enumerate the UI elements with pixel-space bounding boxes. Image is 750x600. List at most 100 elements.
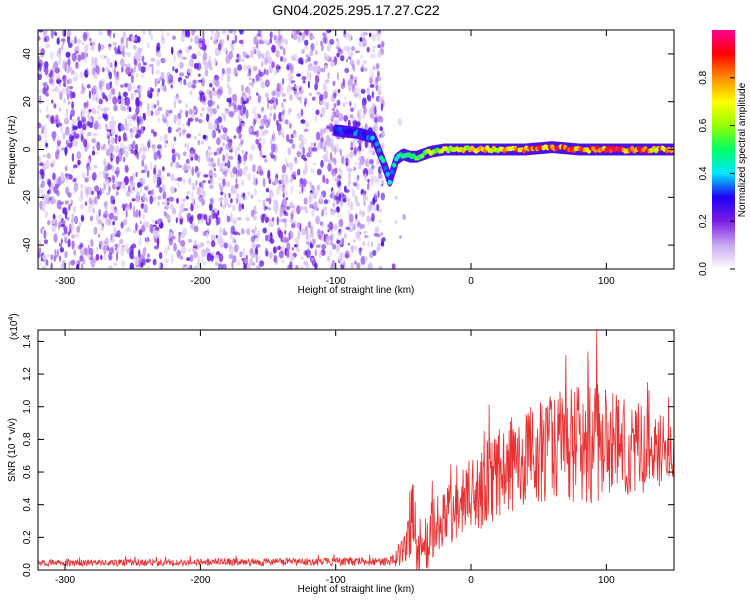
spectrogram-noise-cell bbox=[107, 138, 111, 146]
spectrogram-noise-cell bbox=[252, 174, 256, 179]
y-tick-label: 1.4 bbox=[22, 334, 33, 348]
spectrogram-noise-cell bbox=[267, 100, 271, 104]
spectrogram-noise-cell bbox=[230, 225, 236, 235]
spectrogram-noise-cell bbox=[345, 226, 350, 230]
spectrogram-noise-cell bbox=[302, 206, 308, 211]
spectrogram-noise-cell bbox=[331, 143, 335, 153]
y-tick-label: 0.6 bbox=[22, 465, 33, 479]
spectrogram-noise-cell bbox=[131, 126, 137, 132]
spectrogram-noise-cell bbox=[124, 228, 131, 233]
spectrogram-noise-cell bbox=[343, 96, 347, 100]
spectrogram-noise-cell bbox=[300, 108, 304, 117]
spectrogram-noise-cell bbox=[192, 183, 195, 190]
spectrogram-noise-cell bbox=[215, 234, 218, 239]
spectrogram-noise-cell bbox=[269, 38, 273, 44]
spectrogram-noise-cell bbox=[185, 82, 191, 87]
spectrogram-noise-cell bbox=[120, 259, 126, 268]
spectrogram-noise-cell bbox=[277, 130, 282, 136]
spectrogram-noise-cell bbox=[208, 214, 212, 224]
spectrogram-noise-cell bbox=[323, 206, 327, 212]
spectrogram-noise-cell bbox=[95, 90, 99, 97]
spectrogram-noise-cell bbox=[86, 133, 89, 142]
spectrogram-noise-cell bbox=[287, 147, 291, 156]
spectrogram-noise-cell bbox=[253, 215, 257, 221]
spectrogram-noise-cell bbox=[146, 258, 152, 262]
spectrogram-noise-cell bbox=[347, 201, 350, 207]
spectrogram-noise-cell bbox=[271, 217, 275, 222]
spectrogram-noise-cell bbox=[332, 92, 337, 99]
spectrogram-noise-cell bbox=[381, 96, 385, 102]
spectrogram-noise-cell bbox=[137, 47, 142, 54]
colorbar-tick-label: 0.6 bbox=[698, 118, 709, 132]
spectrogram-noise-cell bbox=[217, 92, 221, 98]
spectrogram-noise-cell bbox=[51, 159, 56, 164]
spectrogram-noise-cell bbox=[268, 65, 273, 74]
spectrogram-noise-cell bbox=[141, 159, 145, 168]
spectrogram-noise-cell bbox=[312, 238, 317, 245]
spectrogram-noise-cell bbox=[264, 39, 269, 45]
spectrogram-noise-cell bbox=[281, 102, 284, 109]
spectrogram-noise-cell bbox=[77, 116, 80, 123]
spectrogram-noise-cell bbox=[248, 77, 252, 81]
spectrogram-noise-cell bbox=[146, 103, 150, 111]
spectrogram-noise-cell bbox=[66, 35, 71, 44]
spectrogram-noise-cell bbox=[121, 99, 126, 107]
spectrogram-noise-cell bbox=[95, 97, 98, 102]
spectrogram-noise-cell bbox=[353, 220, 357, 224]
spectrogram-noise-cell bbox=[271, 96, 276, 104]
spectrogram-noise-cell bbox=[71, 234, 75, 240]
spectrogram-noise-cell bbox=[371, 90, 374, 99]
spectrogram-noise-cell bbox=[109, 144, 115, 153]
spectrogram-noise-cell bbox=[323, 52, 327, 62]
spectrogram-noise-cell bbox=[372, 49, 375, 53]
spectrogram-noise-cell bbox=[247, 172, 252, 182]
spectrogram-noise-cell bbox=[107, 164, 113, 170]
spectrogram-noise-cell bbox=[130, 74, 134, 84]
spectrogram-noise-cell bbox=[81, 42, 85, 46]
spectrogram-noise-cell bbox=[58, 223, 60, 231]
spectrogram-noise-cell bbox=[141, 169, 146, 174]
spectrogram-noise-cell bbox=[362, 60, 367, 64]
spectrogram-noise-cell bbox=[320, 128, 324, 138]
spectrogram-noise-cell bbox=[374, 191, 378, 201]
spectrogram-noise-cell bbox=[137, 36, 141, 43]
spectrogram-noise-cell bbox=[368, 167, 372, 175]
spectrogram-noise-cell bbox=[68, 134, 73, 143]
spectrogram-noise-cell bbox=[348, 213, 354, 223]
spectrogram-noise-cell bbox=[228, 86, 232, 96]
spectrogram-noise-cell bbox=[281, 93, 286, 97]
spectrogram-noise-cell bbox=[301, 76, 307, 81]
spectrogram-noise-cell bbox=[175, 217, 178, 224]
spectrogram-noise-cell bbox=[48, 113, 51, 123]
spectrogram-noise-cell bbox=[277, 40, 282, 45]
spectrogram-noise-cell bbox=[399, 235, 402, 239]
spectrogram-noise-cell bbox=[378, 95, 383, 104]
x-tick-label: -300 bbox=[55, 575, 75, 586]
spectrogram-noise-cell bbox=[126, 37, 132, 42]
spectrogram-noise-cell bbox=[336, 52, 340, 58]
spectrogram-noise-cell bbox=[353, 182, 358, 187]
spectrogram-noise-cell bbox=[315, 40, 319, 47]
spectrogram-noise-cell bbox=[105, 148, 111, 157]
spectrogram-noise-cell bbox=[130, 35, 135, 41]
spectrogram-noise-cell bbox=[104, 146, 107, 151]
spectrogram-noise-cell bbox=[179, 131, 182, 137]
spectrogram-noise-cell bbox=[134, 36, 138, 42]
spectrogram-noise-cell bbox=[211, 30, 214, 36]
spectrogram-noise-cell bbox=[112, 96, 118, 105]
spectrogram-noise-cell bbox=[101, 80, 105, 87]
spectrogram-noise-cell bbox=[218, 196, 224, 201]
spectrogram-noise-cell bbox=[363, 194, 367, 201]
spectrogram-noise-cell bbox=[51, 99, 54, 104]
spectrogram-noise-cell bbox=[97, 219, 103, 225]
spectrogram-noise-cell bbox=[38, 89, 44, 93]
spectrogram-noise-cell bbox=[358, 247, 363, 251]
spectrogram-noise-cell bbox=[104, 55, 107, 59]
spectrogram-noise-cell bbox=[97, 233, 101, 238]
spectrogram-noise-cell bbox=[222, 154, 225, 162]
spectrogram-noise-cell bbox=[100, 54, 105, 60]
spectrogram-noise-cell bbox=[350, 74, 354, 79]
spectrogram-noise-cell bbox=[211, 196, 216, 202]
spectrogram-noise-cell bbox=[110, 179, 114, 184]
spectrogram-noise-cell bbox=[57, 88, 61, 95]
